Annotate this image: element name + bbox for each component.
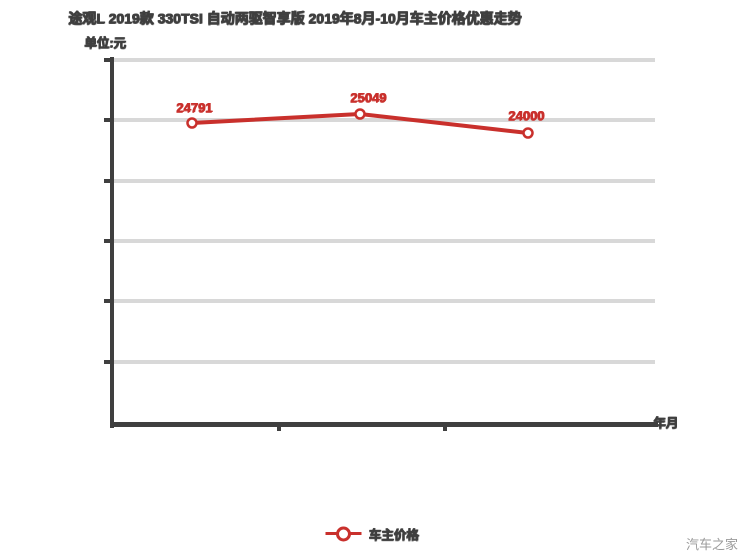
gridline-1: [114, 58, 655, 62]
y-axis-tick: [104, 360, 110, 364]
y-axis-tick: [104, 179, 110, 183]
watermark-autohome: 汽车之家: [685, 537, 738, 552]
legend-label: 车主价格: [368, 528, 419, 542]
y-axis-tick: [104, 299, 110, 303]
series-line: [190, 112, 530, 135]
y-axis-unit-label: 单位:元: [84, 36, 126, 50]
y-axis-line: [110, 57, 114, 428]
data-point-label-aug: 24791: [176, 100, 213, 115]
x-axis-line: [110, 422, 658, 427]
x-axis-tick: [277, 427, 281, 431]
y-axis-tick: [104, 239, 110, 243]
gridline-3: [114, 179, 655, 183]
chart-title: 途观L 2019款 330TSI 自动两驱智享版 2019年8月-10月车主价格…: [68, 10, 522, 26]
gridline-5: [114, 299, 655, 303]
gridline-4: [114, 239, 655, 243]
data-point-marker-oct: [522, 127, 534, 139]
y-axis-tick: [104, 118, 110, 122]
gridline-2: [114, 118, 655, 122]
data-point-label-sep: 25049: [350, 90, 387, 105]
x-axis-tick: [443, 427, 447, 431]
legend-item-owner-price[interactable]: 车主价格: [325, 524, 419, 543]
gridline-6: [114, 360, 655, 364]
x-axis-label: 年月: [653, 416, 679, 430]
data-point-label-oct: 24000: [508, 108, 545, 123]
y-axis-tick: [104, 58, 110, 62]
legend-line-marker-icon: [325, 525, 362, 542]
